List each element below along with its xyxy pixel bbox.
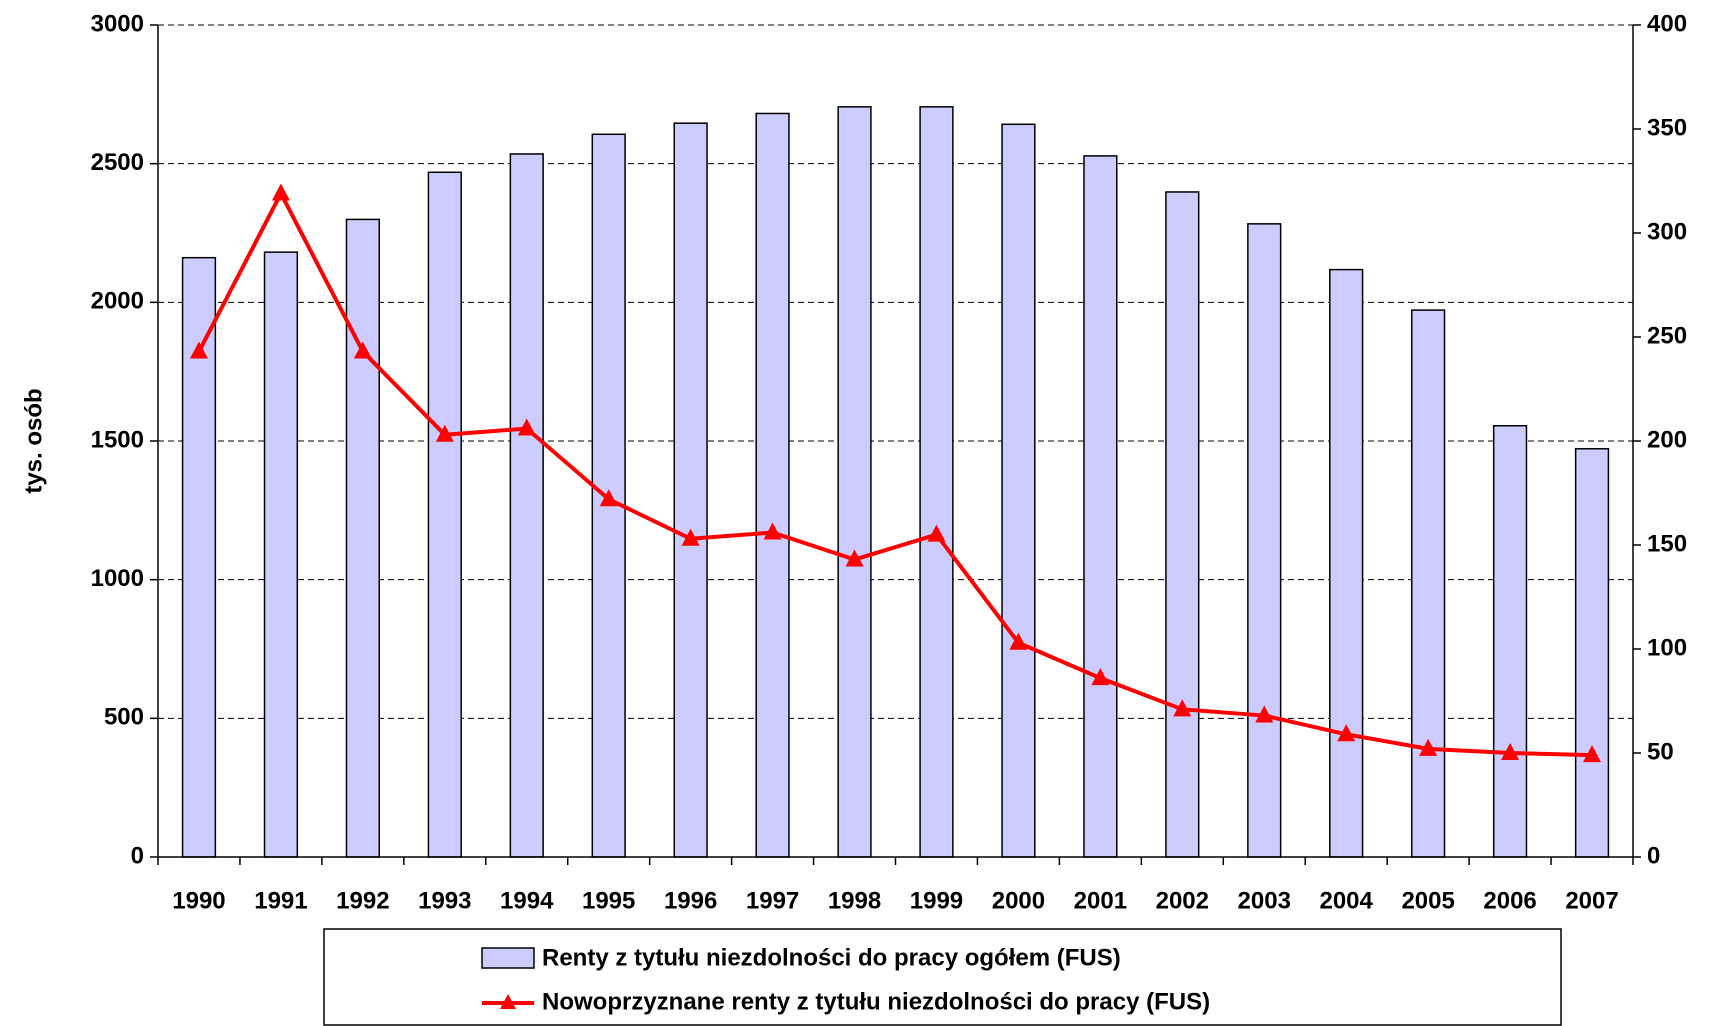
legend	[323, 928, 1562, 1026]
bar	[1247, 223, 1282, 858]
x-tick-label: 1992	[336, 887, 389, 914]
legend-label: Renty z tytułu niezdolności do pracy ogó…	[542, 944, 1121, 971]
marker	[271, 183, 290, 201]
x-tick-label: 1997	[746, 887, 799, 914]
bar	[1001, 123, 1036, 858]
y-tick-label: 2000	[91, 288, 144, 315]
bar	[427, 171, 462, 858]
bar	[1165, 191, 1200, 858]
y2-tick-label: 100	[1647, 634, 1687, 661]
x-tick-label: 1993	[418, 887, 471, 914]
y2-tick-label: 200	[1647, 426, 1687, 453]
marker	[763, 522, 782, 540]
marker	[845, 549, 864, 567]
y2-tick-label: 400	[1647, 10, 1687, 37]
x-tick-label: 2001	[1074, 887, 1127, 914]
marker	[1419, 738, 1438, 756]
marker	[1255, 705, 1274, 723]
x-tick-label: 1996	[664, 887, 717, 914]
marker	[517, 418, 536, 436]
x-tick-label: 2002	[1156, 887, 1209, 914]
x-tick-label: 1991	[254, 887, 307, 914]
x-tick-label: 1994	[500, 887, 554, 914]
bar	[1574, 448, 1610, 858]
marker	[353, 341, 372, 359]
bar	[1492, 424, 1528, 858]
x-tick-label: 1995	[582, 887, 635, 914]
bar	[755, 112, 790, 858]
bar	[1329, 268, 1364, 858]
y2-tick-label: 300	[1647, 218, 1687, 245]
x-tick-label: 1990	[172, 887, 225, 914]
x-tick-label: 2007	[1565, 887, 1618, 914]
marker	[1009, 632, 1028, 650]
legend-marker	[500, 994, 516, 1009]
marker	[927, 524, 946, 542]
bar	[1411, 309, 1446, 858]
bar	[1083, 155, 1118, 858]
marker	[1501, 743, 1520, 760]
bar	[263, 251, 299, 858]
marker	[1337, 724, 1356, 742]
marker	[1173, 699, 1192, 717]
y-tick-label: 3000	[91, 10, 144, 37]
y2-tick-label: 350	[1647, 114, 1687, 141]
x-tick-label: 2005	[1401, 887, 1454, 914]
marker	[599, 489, 618, 507]
legend-bar-swatch	[481, 947, 535, 969]
y-tick-label: 500	[104, 704, 144, 731]
x-tick-label: 2000	[992, 887, 1045, 914]
y2-tick-label: 0	[1647, 842, 1660, 869]
marker	[681, 528, 700, 546]
bar	[509, 153, 544, 858]
y2-tick-label: 50	[1647, 738, 1674, 765]
x-tick-label: 2006	[1483, 887, 1536, 914]
x-tick-label: 1999	[910, 887, 963, 914]
legend-label: Nowoprzyznane renty z tytułu niezdolnośc…	[542, 988, 1210, 1015]
bar	[345, 218, 381, 858]
marker	[189, 341, 208, 359]
marker	[1583, 745, 1602, 763]
marker	[435, 424, 454, 442]
bar	[837, 106, 872, 858]
y-tick-label: 0	[131, 842, 144, 869]
y-tick-label: 1000	[91, 565, 144, 592]
x-tick-label: 2003	[1238, 887, 1291, 914]
marker	[1091, 668, 1110, 686]
x-tick-label: 1998	[828, 887, 881, 914]
bar	[919, 106, 954, 858]
bar	[673, 122, 708, 858]
y2-tick-label: 250	[1647, 322, 1687, 349]
y-tick-label: 2500	[91, 149, 144, 176]
line	[197, 189, 1593, 758]
y-tick-label: 1500	[91, 426, 144, 453]
x-tick-label: 2004	[1319, 887, 1373, 914]
y-axis-label: tys. osób	[20, 388, 47, 493]
y2-tick-label: 150	[1647, 530, 1687, 557]
